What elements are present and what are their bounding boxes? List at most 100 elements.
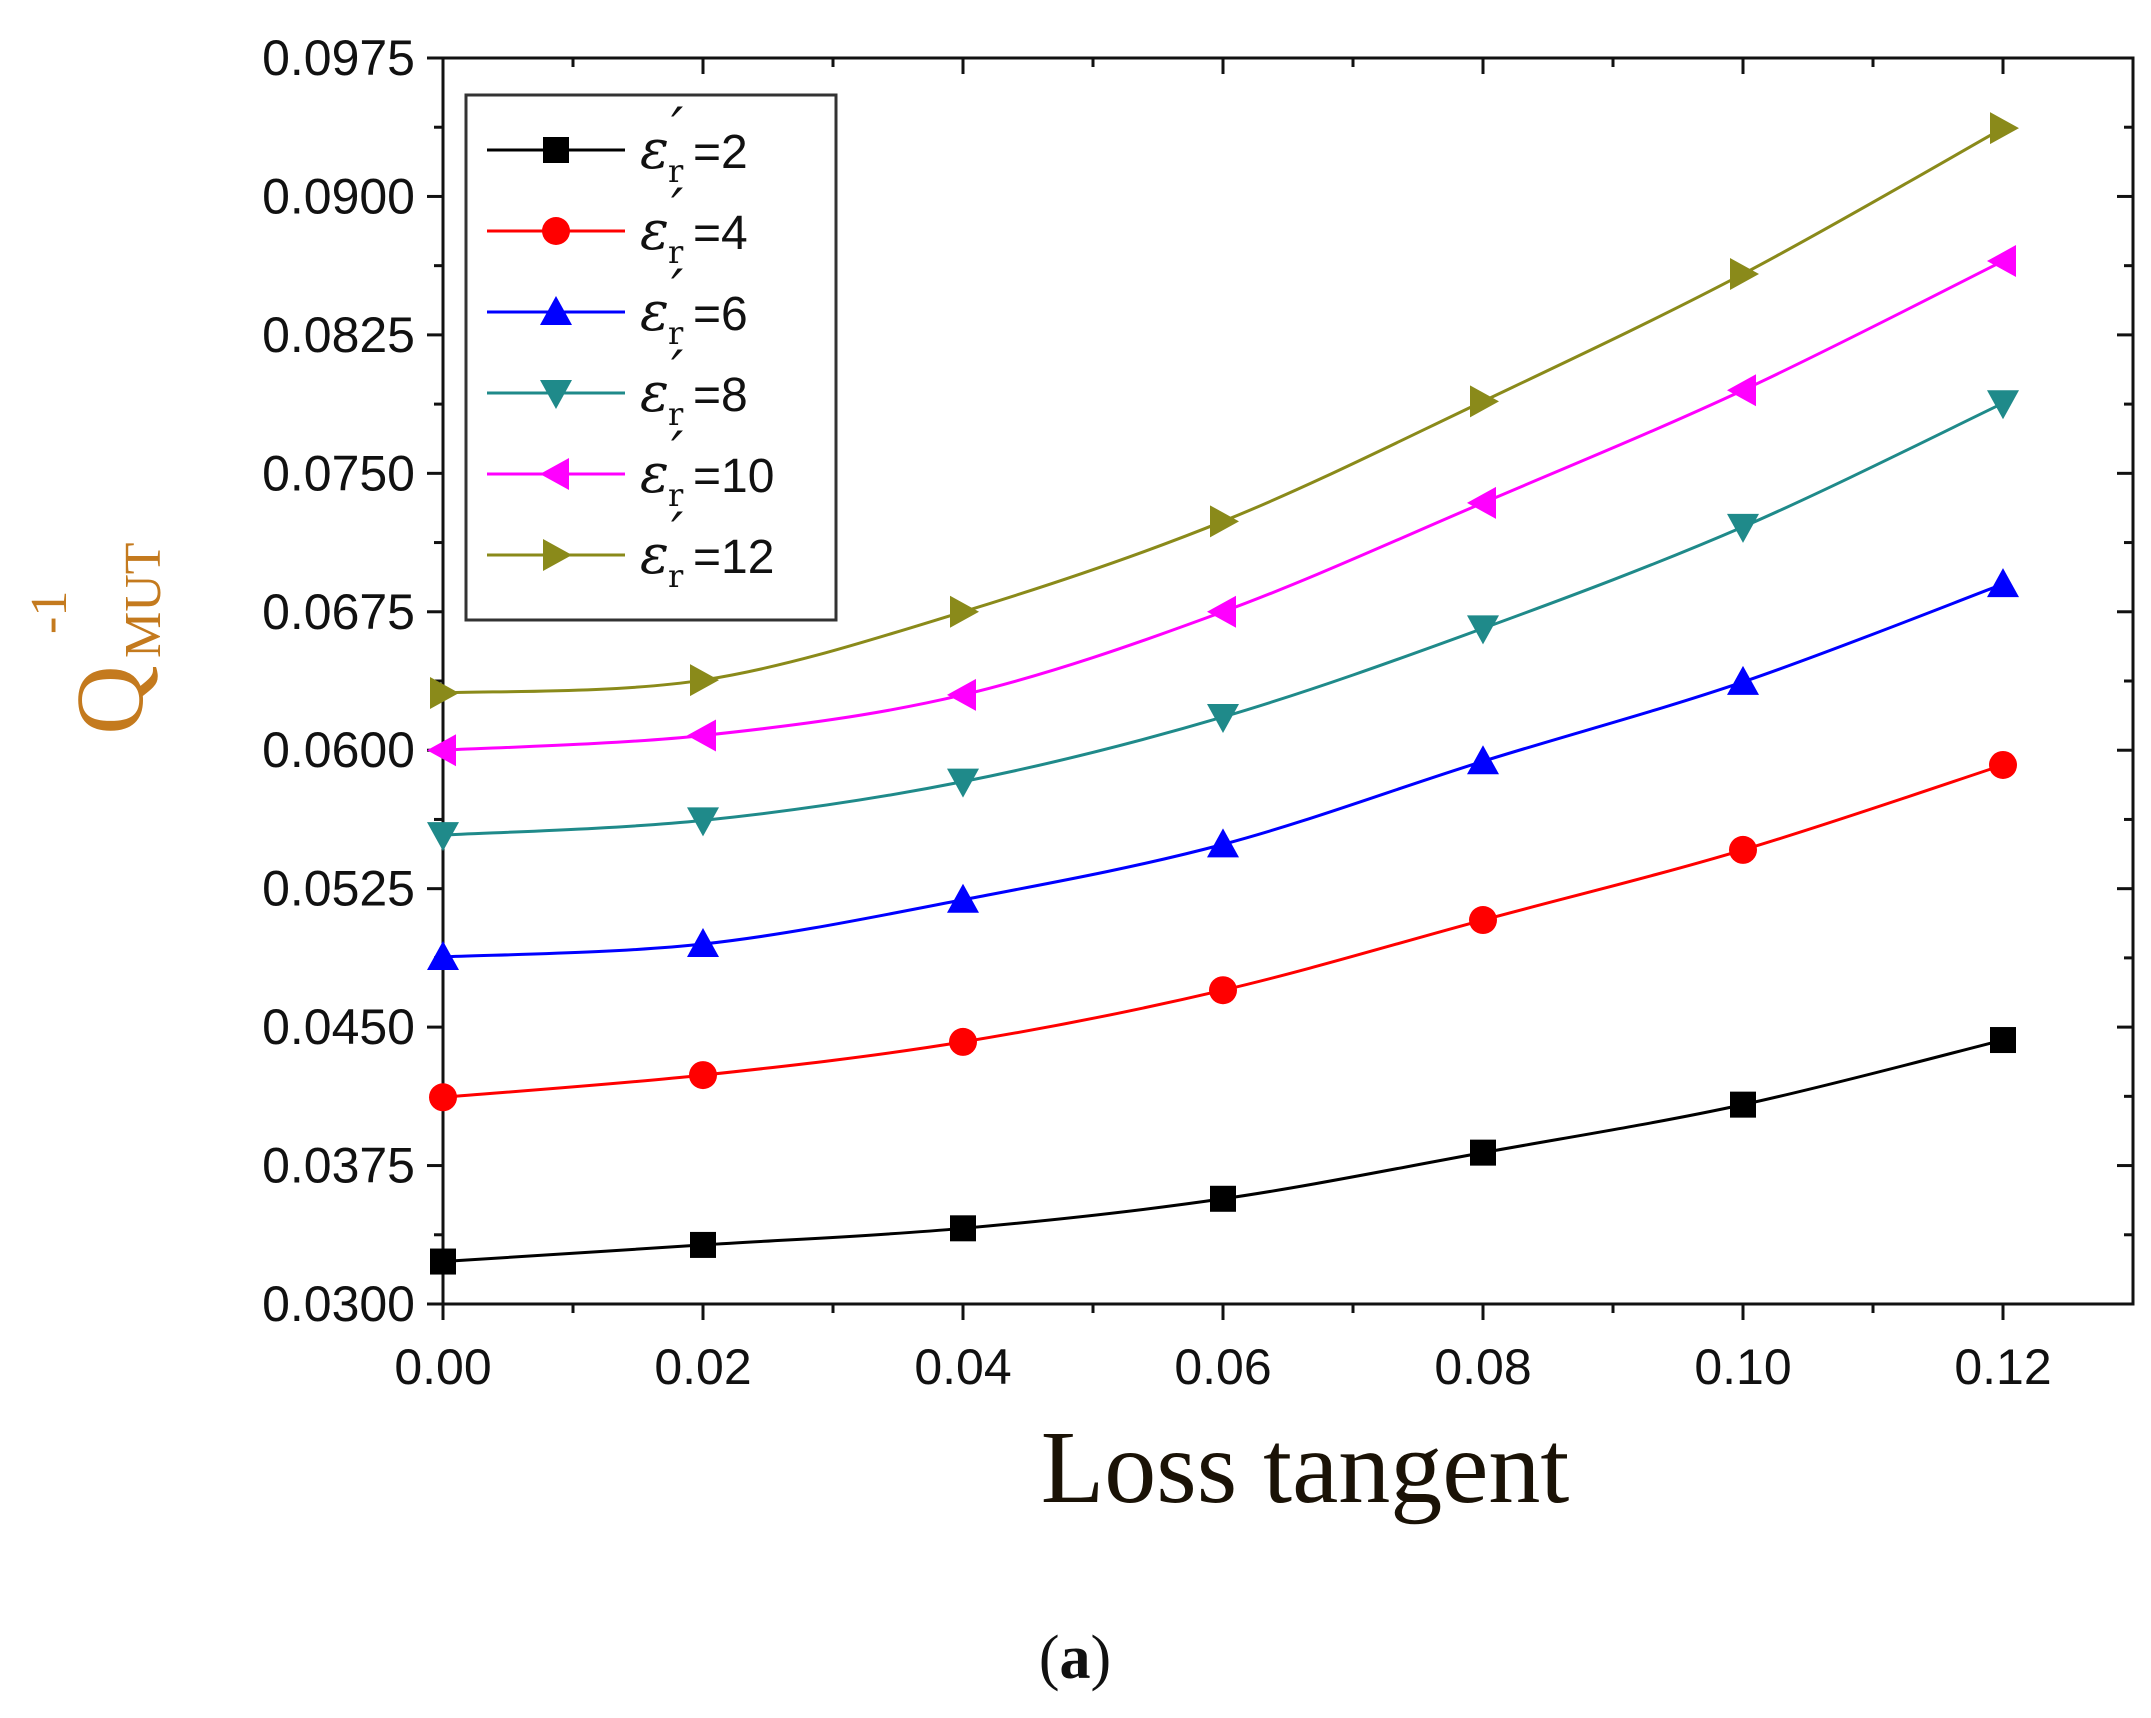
data-point [1729,835,1757,864]
data-point [1990,1027,2016,1054]
data-point [1210,505,1239,538]
data-point [1727,665,1759,695]
data-point [1470,385,1499,418]
data-point [1207,703,1239,733]
y-tick-label: 0.0825 [262,307,415,363]
legend-item: ε ′r =2 [487,96,748,190]
data-point [1727,513,1759,543]
series-line [442,763,2004,1099]
legend-item: ε ′r =10 [487,420,774,514]
legend-label: =6 [693,288,748,341]
legend-item: ε ′r =12 [487,501,774,595]
legend-subscript: r [668,395,684,433]
data-point [950,595,979,628]
y-tick-label: 0.0675 [262,584,415,640]
legend-prime: ′ [671,501,683,564]
data-point [430,1248,456,1275]
legend-prime: ′ [671,420,683,483]
data-point [1727,374,1756,407]
legend-prime: ′ [671,177,683,240]
data-point [1467,486,1496,519]
data-point [1209,976,1237,1005]
y-tick-label: 0.0750 [262,445,415,501]
legend-marker [543,539,572,571]
legend-label: =10 [693,450,774,503]
data-point [949,1027,977,1056]
legend-prime: ′ [671,339,683,402]
data-point [947,678,976,711]
data-point [950,1215,976,1242]
x-tick-label: 0.02 [654,1339,751,1395]
data-point [690,664,719,697]
caption-letter: a [1060,1624,1091,1692]
legend-marker [542,217,570,245]
data-point [1470,1139,1496,1166]
y-axis-label-main: Q [56,665,163,734]
legend-item: ε ′r =4 [487,177,748,271]
data-point [1467,615,1499,645]
y-tick-label: 0.0975 [262,30,415,86]
data-point [1987,568,2019,598]
series-1 [429,750,2017,1112]
data-point [687,928,719,958]
data-point [1987,390,2019,420]
legend-symbol: ε [640,361,669,424]
legend-item: ε ′r =6 [487,258,748,352]
legend-prime: ′ [671,258,683,321]
data-point [1730,257,1759,290]
caption-close: ) [1091,1624,1112,1692]
x-tick-label: 0.06 [1174,1339,1271,1395]
legend-symbol: ε [640,442,669,505]
series-line [442,582,2004,959]
series-0 [430,1027,2016,1275]
x-axis-label: Loss tangent [1041,1410,1570,1525]
y-tick-label: 0.0375 [262,1138,415,1194]
caption-open: ( [1039,1624,1060,1692]
legend-symbol: ε [640,118,669,181]
legend-marker [540,458,569,490]
legend-label: =12 [693,531,774,584]
legend-symbol: ε [640,523,669,586]
x-tick-label: 0.10 [1694,1339,1791,1395]
y-axis-label-superscript: -1 [21,591,78,634]
y-tick-label: 0.0450 [262,999,415,1055]
data-point [947,768,979,798]
y-tick-label: 0.0525 [262,861,415,917]
legend-subscript: r [668,152,684,190]
y-tick-label: 0.0600 [262,722,415,778]
data-point [1989,750,2017,779]
data-point [427,734,456,767]
data-point [1987,245,2016,278]
legend-label: =4 [693,207,748,260]
data-point [689,1061,717,1090]
legend-label: =2 [693,126,748,179]
series-4 [427,245,2016,767]
x-tick-label: 0.04 [914,1339,1011,1395]
data-point [1207,828,1239,858]
data-point [1467,745,1499,775]
legend-subscript: r [668,476,684,514]
y-tick-label: 0.0900 [262,168,415,224]
figure-caption: (a) [1039,1624,1111,1692]
data-point [1469,906,1497,935]
legend-label: =8 [693,369,748,422]
data-point [427,822,459,852]
legend-symbol: ε [640,280,669,343]
data-point [429,1083,457,1112]
data-point [1730,1091,1756,1118]
legend-box [464,93,838,622]
data-point [947,883,979,913]
data-point [427,940,459,970]
series-2 [427,568,2019,970]
x-tick-label: 0.08 [1434,1339,1531,1395]
series-3 [427,390,2019,852]
data-point [687,807,719,837]
x-tick-label: 0.00 [394,1339,491,1395]
data-point [687,719,716,752]
x-tick-label: 0.12 [1954,1339,2051,1395]
legend-marker [540,380,572,409]
legend-marker [543,137,569,163]
series-5 [430,112,2019,709]
data-point [690,1231,716,1258]
